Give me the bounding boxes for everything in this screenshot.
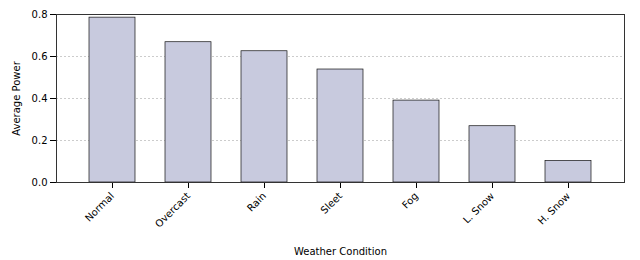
svg-text:0.4: 0.4	[32, 93, 48, 104]
svg-text:0.8: 0.8	[32, 9, 48, 20]
svg-text:Normal: Normal	[83, 190, 116, 223]
svg-text:0.2: 0.2	[32, 135, 48, 146]
svg-text:0.0: 0.0	[32, 177, 48, 188]
svg-text:Rain: Rain	[245, 190, 268, 213]
svg-text:0.6: 0.6	[32, 51, 48, 62]
svg-text:Average Power: Average Power	[11, 60, 22, 135]
svg-text:Fog: Fog	[400, 190, 420, 210]
svg-text:Sleet: Sleet	[318, 190, 344, 216]
svg-text:Overcast: Overcast	[153, 190, 192, 229]
svg-text:H. Snow: H. Snow	[536, 190, 573, 227]
svg-text:L. Snow: L. Snow	[461, 190, 496, 225]
svg-text:Weather Condition: Weather Condition	[294, 246, 387, 257]
